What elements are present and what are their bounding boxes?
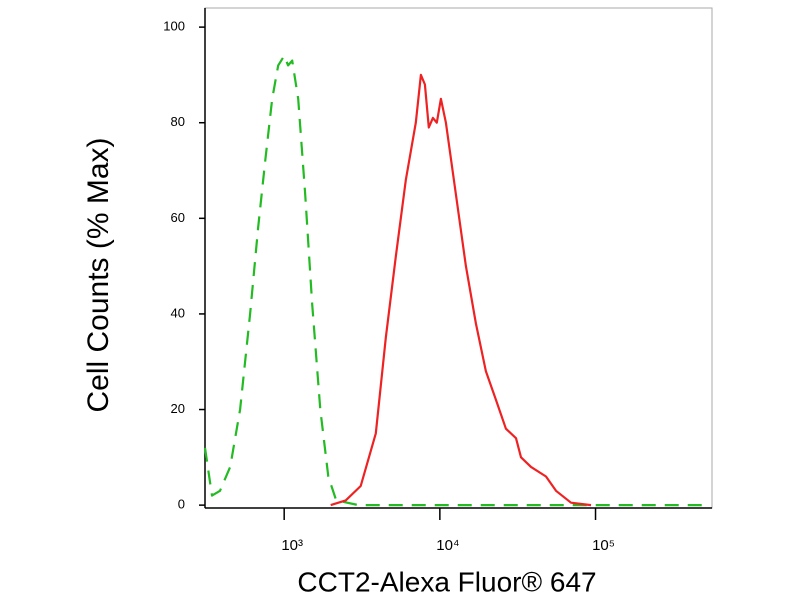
y-axis-label: Cell Counts (% Max) (82, 137, 115, 412)
y-tick-label: 40 (171, 305, 185, 320)
series-line (203, 54, 705, 507)
y-tick-label: 0 (178, 497, 185, 512)
plot-frame (204, 7, 713, 509)
series-line (330, 73, 592, 507)
x-tick-label: 10⁵ (592, 537, 615, 554)
x-tick-label: 10³ (281, 537, 303, 554)
y-tick-label: 80 (171, 114, 185, 129)
x-axis-label: CCT2-Alexa Fluor® 647 (297, 566, 596, 597)
x-tick-label: 10⁴ (436, 537, 459, 554)
y-tick-label: 60 (171, 210, 185, 225)
y-tick-label: 100 (163, 19, 185, 34)
y-tick-label: 20 (171, 401, 185, 416)
